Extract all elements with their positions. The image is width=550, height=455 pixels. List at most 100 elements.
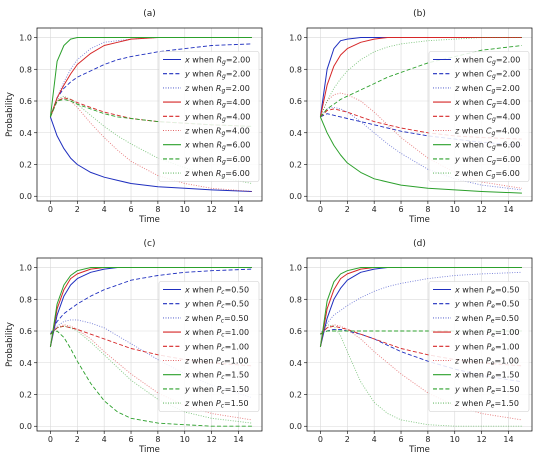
legend-param-sub: e bbox=[491, 403, 495, 410]
panel-label: (b) bbox=[413, 9, 426, 19]
legend-eq: = bbox=[495, 286, 502, 295]
legend-var: x bbox=[454, 371, 460, 380]
x-tick-label: 6 bbox=[128, 205, 133, 214]
legend: x when Pe=0.50y when Pe=0.50z when Pe=0.… bbox=[428, 281, 530, 412]
legend-var: x bbox=[184, 371, 190, 380]
legend-word: when bbox=[190, 286, 217, 295]
legend-eq: = bbox=[226, 70, 233, 79]
legend-eq: = bbox=[496, 98, 503, 107]
legend-var: x bbox=[184, 286, 190, 295]
legend-param-letter: C bbox=[486, 84, 492, 93]
legend-eq: = bbox=[225, 169, 232, 178]
legend-eq: = bbox=[496, 56, 503, 65]
legend-param-sub: g bbox=[222, 158, 226, 165]
legend-pval: 2.00 bbox=[503, 56, 521, 65]
legend-param-sub: g bbox=[222, 102, 226, 109]
legend-param-letter: P bbox=[216, 371, 221, 380]
legend-var: y bbox=[184, 300, 190, 309]
legend-entry: y when Rg=6.00 bbox=[184, 155, 250, 166]
legend-param-letter: P bbox=[216, 286, 221, 295]
legend-word: when bbox=[189, 399, 216, 408]
x-tick-label: 0 bbox=[318, 205, 323, 214]
legend-var: y bbox=[454, 70, 460, 79]
legend-param-sub: g bbox=[221, 130, 225, 137]
legend-param-letter: R bbox=[216, 169, 222, 178]
x-tick-label: 0 bbox=[48, 435, 53, 444]
legend-eq: = bbox=[225, 328, 232, 337]
x-axis-label: Time bbox=[138, 215, 160, 225]
legend-var: z bbox=[454, 314, 460, 323]
legend-word: when bbox=[189, 314, 216, 323]
legend-pval: 0.50 bbox=[231, 314, 249, 323]
legend-word: when bbox=[459, 84, 486, 93]
series-line-y-Pe-1.00 bbox=[320, 325, 522, 367]
series-line-y-Pe-1.50 bbox=[320, 330, 522, 335]
legend-pval: 2.00 bbox=[233, 56, 251, 65]
legend-param-sub: e bbox=[491, 332, 495, 339]
legend-param-sub: c bbox=[221, 289, 225, 296]
legend-param-sub: e bbox=[491, 346, 495, 353]
x-tick-label: 8 bbox=[425, 435, 430, 444]
x-tick-label: 14 bbox=[233, 205, 243, 214]
legend-word: when bbox=[460, 70, 487, 79]
legend-param-sub: g bbox=[492, 102, 496, 109]
legend-eq: = bbox=[495, 385, 502, 394]
series-line-y-Cg-4.00 bbox=[320, 108, 522, 140]
legend-entry: y when Pe=0.50 bbox=[454, 300, 519, 311]
y-tick-label: 0.0 bbox=[19, 422, 32, 431]
legend-word: when bbox=[459, 399, 486, 408]
legend-entry: x when Cg=4.00 bbox=[454, 98, 520, 109]
legend-param-sub: c bbox=[221, 303, 225, 310]
y-tick-label: 1.0 bbox=[289, 34, 302, 43]
legend-eq: = bbox=[495, 328, 502, 337]
legend-eq: = bbox=[225, 371, 232, 380]
legend-pval: 0.50 bbox=[502, 286, 520, 295]
legend-var: z bbox=[184, 84, 190, 93]
legend-eq: = bbox=[226, 112, 233, 121]
legend-word: when bbox=[190, 328, 217, 337]
legend-word: when bbox=[189, 169, 216, 178]
legend-entry: x when Pe=0.50 bbox=[454, 286, 519, 297]
legend-eq: = bbox=[224, 357, 231, 366]
legend-entry: z when Rg=2.00 bbox=[184, 84, 250, 95]
series-line-y-Pc-0.50 bbox=[50, 268, 252, 335]
panel-label: (a) bbox=[143, 9, 156, 19]
legend-eq: = bbox=[225, 84, 232, 93]
legend-pval: 2.00 bbox=[502, 84, 520, 93]
legend-eq: = bbox=[496, 70, 503, 79]
legend-param-sub: c bbox=[221, 388, 225, 395]
legend-word: when bbox=[460, 112, 487, 121]
legend-param-letter: P bbox=[486, 328, 491, 337]
x-tick-label: 8 bbox=[425, 205, 430, 214]
legend-word: when bbox=[190, 300, 217, 309]
legend-param-sub: c bbox=[221, 374, 225, 381]
legend-entry: z when Pc=0.50 bbox=[184, 314, 249, 325]
legend-param-letter: P bbox=[486, 314, 491, 323]
x-tick-label: 4 bbox=[102, 205, 107, 214]
legend-pval: 1.00 bbox=[502, 328, 520, 337]
legend-param-sub: c bbox=[221, 360, 225, 367]
legend-box bbox=[158, 281, 260, 412]
x-tick-label: 8 bbox=[155, 205, 160, 214]
legend-entry: z when Pc=1.50 bbox=[184, 399, 249, 410]
legend-param-letter: P bbox=[216, 385, 221, 394]
legend-param-letter: R bbox=[216, 70, 222, 79]
x-tick-label: 12 bbox=[477, 435, 487, 444]
legend-word: when bbox=[190, 342, 217, 351]
legend-eq: = bbox=[496, 112, 503, 121]
x-tick-label: 10 bbox=[450, 205, 460, 214]
legend-pval: 1.00 bbox=[231, 342, 249, 351]
legend-param-letter: R bbox=[216, 98, 222, 107]
legend-entry: x when Pe=1.50 bbox=[454, 371, 519, 382]
y-tick-label: 0.2 bbox=[289, 390, 302, 399]
legend-pval: 1.00 bbox=[502, 342, 520, 351]
legend-entry: x when Pe=1.00 bbox=[454, 328, 519, 339]
legend-pval: 6.00 bbox=[503, 155, 521, 164]
legend-entry: x when Pc=1.50 bbox=[184, 371, 249, 382]
x-tick-label: 0 bbox=[318, 435, 323, 444]
legend-box bbox=[158, 51, 260, 182]
legend-entry: z when Pe=1.00 bbox=[454, 357, 519, 368]
legend-word: when bbox=[459, 314, 486, 323]
legend-var: z bbox=[184, 357, 190, 366]
x-tick-label: 10 bbox=[180, 435, 190, 444]
